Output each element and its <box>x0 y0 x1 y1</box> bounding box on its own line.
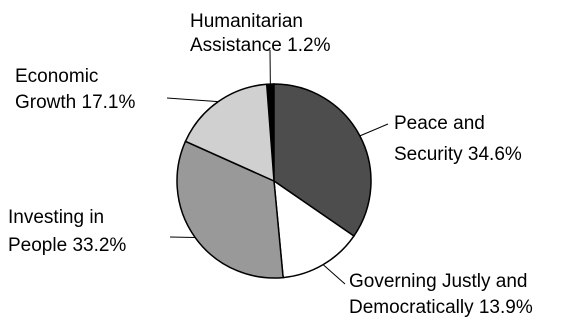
label-economic-growth: Economic Growth 17.1% <box>15 66 135 113</box>
leader-line-peace-and-security <box>359 123 389 137</box>
leader-line-investing-in-people <box>169 236 196 239</box>
pie-slice-investing-in-people <box>176 140 284 279</box>
pie-slice-economic-growth <box>184 83 275 183</box>
pie-slices <box>176 83 372 279</box>
label-governing-justly: Governing Justly and Democratically 13.9… <box>349 271 533 318</box>
leader-lines <box>166 49 389 285</box>
label-peace-and-security: Peace and Security 34.6% <box>394 113 522 165</box>
leader-line-economic-growth <box>166 97 219 103</box>
pie-slice-governing-justly <box>273 179 355 279</box>
label-investing-in-people: Investing in People 33.2% <box>8 207 126 256</box>
leader-line-governing-justly <box>322 264 346 285</box>
label-humanitarian-assistance: Humanitarian Assistance 1.2% <box>190 11 331 56</box>
